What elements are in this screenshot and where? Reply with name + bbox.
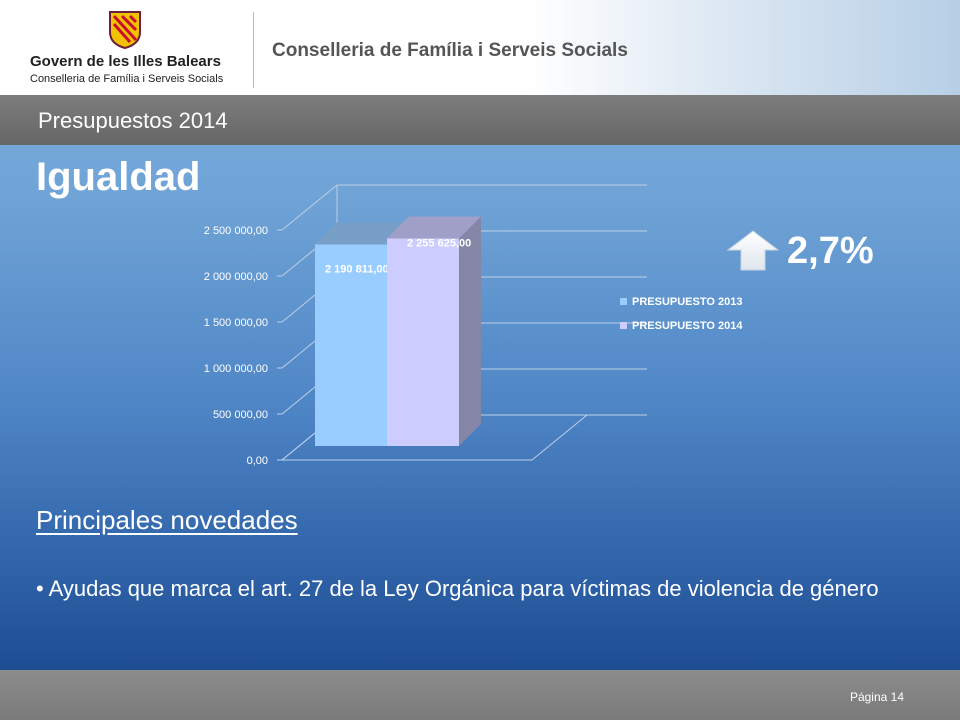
ytick-label-5: 2 500 000,00 (204, 225, 268, 237)
legend-label-1: PRESUPUESTO 2014 (632, 320, 743, 332)
legend-label-0: PRESUPUESTO 2013 (632, 296, 742, 308)
ytick-label-4: 2 000 000,00 (204, 271, 268, 283)
bar-top-0 (315, 222, 409, 245)
footer (0, 670, 960, 720)
section-label: Presupuestos 2014 (38, 108, 228, 133)
ytick-label-0: 0,00 (247, 455, 268, 467)
section-bar (0, 95, 960, 145)
novedades-item: • Ayudas que marca el art. 27 de la Ley … (36, 576, 879, 601)
ytick-label-3: 1 500 000,00 (204, 317, 268, 329)
bar-1 (387, 238, 459, 446)
ytick-label-1: 500 000,00 (213, 409, 268, 421)
gov-subtitle: Conselleria de Família i Serveis Socials (30, 73, 224, 85)
bar-side-1 (459, 216, 481, 446)
slide-title: Igualdad (36, 155, 201, 199)
up-arrow-icon (726, 230, 780, 271)
gridline-side-5 (281, 184, 338, 231)
legend-swatch-0 (620, 298, 627, 305)
page-number: Página 14 (849, 690, 904, 704)
header-divider (253, 12, 254, 88)
header: Govern de les Illes Balears Conselleria … (0, 0, 960, 95)
gov-title: Govern de les Illes Balears (30, 53, 221, 70)
change-value: 2,7% (787, 230, 874, 272)
coat-of-arms-icon (109, 11, 141, 50)
ytick-label-2: 1 000 000,00 (204, 363, 268, 375)
novedades-heading: Principales novedades (36, 505, 298, 535)
chart-floor-right-edge (531, 414, 588, 461)
legend-swatch-1 (620, 322, 627, 329)
bar-0 (315, 244, 387, 446)
budget-bar-chart: 0,00 500 000,00 1 000 000,00 1 500 000,00 2 … (204, 184, 743, 467)
data-label-0: 2 190 811,00 (325, 263, 389, 275)
change-indicator: 2,7% (725, 228, 885, 278)
bar-top-1 (387, 216, 481, 239)
data-label-1: 2 255 625,00 (407, 237, 471, 249)
header-title: Conselleria de Família i Serveis Socials (272, 40, 628, 61)
